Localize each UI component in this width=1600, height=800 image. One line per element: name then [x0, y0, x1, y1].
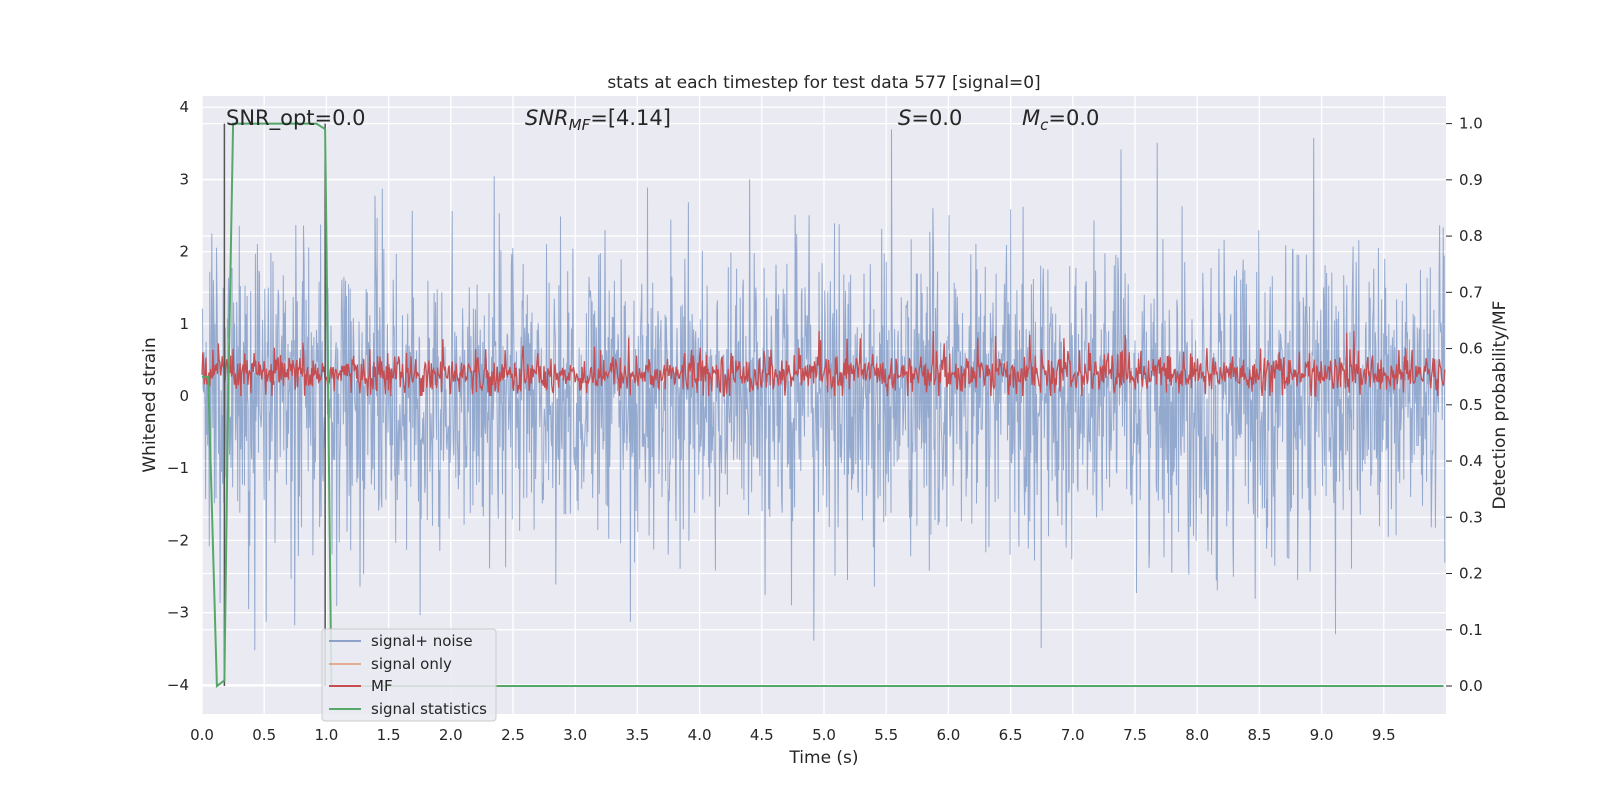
y2-tick-label: 0.9: [1459, 171, 1483, 189]
x-tick-label: 8.5: [1247, 726, 1271, 744]
snr-mf-annotation: SNRMF=[4.14]: [525, 106, 671, 134]
s-symbol: S: [898, 106, 911, 130]
legend-box: [321, 628, 497, 722]
y2-tick-label: 0.1: [1459, 621, 1483, 639]
y-tick-label: 1: [179, 315, 189, 333]
mc-value: =0.0: [1048, 106, 1099, 130]
y-tick-label: 4: [179, 98, 189, 116]
snr-mf-value: =[4.14]: [590, 106, 671, 130]
x-axis-label: Time (s): [788, 748, 858, 768]
x-tick-label: 7.5: [1123, 726, 1147, 744]
y2-tick-label: 0.7: [1459, 283, 1483, 301]
y2-tick-label: 0.8: [1459, 227, 1483, 245]
snr-mf-sub: MF: [569, 116, 591, 134]
x-tick-label: 6.0: [936, 726, 960, 744]
signal-noise-series: [201, 129, 1446, 651]
legend: signal+ noise signal only MF signal stat…: [321, 628, 497, 722]
x-tick-label: 8.0: [1185, 726, 1209, 744]
mf-series: [201, 330, 1446, 397]
legend-label-mf: MF: [371, 677, 393, 695]
y2-tick-label: 1.0: [1459, 115, 1483, 133]
y-tick-label: 0: [179, 387, 189, 405]
y2-axis-label: Detection probability/MF: [1490, 301, 1510, 510]
y-tick-label: −3: [167, 604, 189, 622]
x-tick-label: 3.5: [625, 726, 649, 744]
x-tick-label: 1.5: [377, 726, 401, 744]
y2-tick-label: 0.6: [1459, 340, 1483, 358]
y2-tick-label: 0.4: [1459, 452, 1483, 470]
legend-label-signal-statistics: signal statistics: [371, 700, 487, 718]
snr-opt-annotation: SNR_opt=0.0: [226, 106, 366, 131]
y2-tick-label: 0.3: [1459, 508, 1483, 526]
s-annotation: S=0.0: [898, 106, 962, 130]
y-tick-label: 3: [179, 170, 189, 188]
x-tick-label: 2.0: [439, 726, 463, 744]
y-axis-label: Whitened strain: [140, 337, 160, 472]
x-tick-label: 0.0: [190, 726, 214, 744]
s-value: =0.0: [911, 106, 962, 130]
x-tick-label: 4.0: [688, 726, 712, 744]
x-tick-label: 6.5: [999, 726, 1023, 744]
legend-label-signal-noise: signal+ noise: [371, 632, 473, 650]
x-tick-label: 3.0: [563, 726, 587, 744]
x-tick-label: 5.0: [812, 726, 836, 744]
x-tick-label: 9.0: [1310, 726, 1334, 744]
vertical-markers: [223, 123, 326, 686]
y-tick-label: 2: [179, 243, 189, 261]
y2-tick-labels: 1.0 0.9 0.8 0.7 0.6 0.5 0.4 0.3 0.2 0.1 0.0: [1446, 115, 1483, 695]
y2-tick-label: 0.2: [1459, 565, 1483, 583]
x-tick-label: 1.0: [314, 726, 338, 744]
x-tick-label: 0.5: [252, 726, 276, 744]
snr-mf-base: SNR: [525, 106, 569, 130]
y2-tick-label: 0.0: [1459, 677, 1483, 695]
mc-sub: c: [1040, 116, 1049, 134]
x-tick-label: 4.5: [750, 726, 774, 744]
mc-base: M: [1022, 106, 1040, 130]
x-tick-label: 2.5: [501, 726, 525, 744]
y-tick-labels: 4 3 2 1 0 −1 −2 −3 −4: [167, 98, 189, 694]
x-tick-label: 7.0: [1061, 726, 1085, 744]
chart-title: stats at each timestep for test data 577…: [607, 73, 1040, 93]
mc-annotation: Mc=0.0: [1022, 106, 1099, 134]
x-tick-label: 5.5: [874, 726, 898, 744]
y-tick-label: −1: [167, 459, 189, 477]
y-tick-label: −4: [167, 676, 189, 694]
mf-line: [201, 330, 1446, 397]
x-tick-label: 9.5: [1372, 726, 1396, 744]
y2-tick-label: 0.5: [1459, 396, 1483, 414]
x-tick-labels: 0.0 0.5 1.0 1.5 2.0 2.5 3.0 3.5 4.0 4.5 5.0 5.5 6.0 6…: [190, 726, 1396, 744]
legend-label-signal-only: signal only: [371, 655, 452, 673]
signal-noise-line: [201, 129, 1446, 651]
y-tick-label: −2: [167, 531, 189, 549]
